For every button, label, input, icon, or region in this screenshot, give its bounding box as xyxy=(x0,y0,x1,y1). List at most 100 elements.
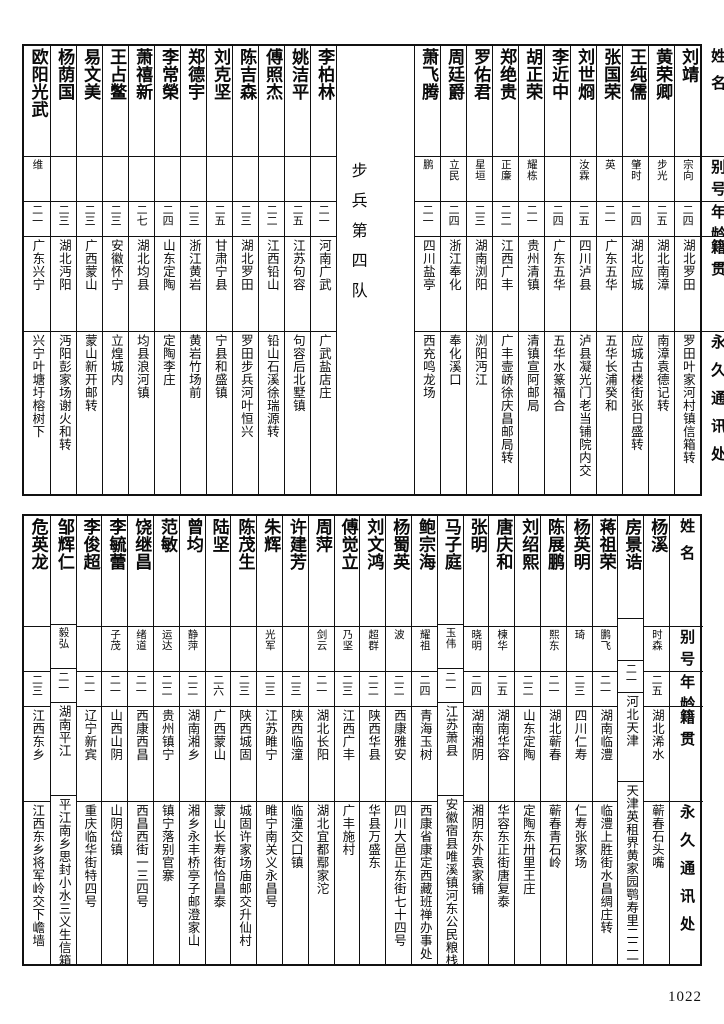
roster-record-column[interactable]: 郑绝贵 正廉 二二 江西广丰 广丰壸峤徐庆昌邮局转 xyxy=(492,46,518,494)
roster-record-column[interactable]: 王占鳖 二三 安徽怀宁 立煌城内 xyxy=(102,46,128,494)
cell-origin: 青海玉树 xyxy=(411,706,437,801)
cell-origin-text: 青海玉树 xyxy=(417,709,433,761)
cell-age: 二一 xyxy=(437,667,463,702)
cell-age: 二四 xyxy=(463,671,489,706)
cell-origin-text: 山东定陶 xyxy=(160,239,176,291)
cell-address-text: 山阴岱镇 xyxy=(108,804,124,856)
cell-address-text: 宁县和盛镇 xyxy=(212,334,228,399)
cell-origin: 甘肃宁县 xyxy=(207,236,232,331)
roster-record-column[interactable]: 蒋祖荣 鹏飞 二一 湖南临澧 临澧上胜街水昌绸庄转 xyxy=(591,516,618,964)
roster-record-column[interactable]: 傅觉立 乃坚 二三 江西广丰 广丰施村 xyxy=(333,516,360,964)
cell-name-text: 房景诰 xyxy=(621,518,642,571)
cell-age: 二二 xyxy=(515,671,540,706)
cell-age: 二一 xyxy=(540,671,566,706)
roster-record-column[interactable]: 饶继昌 绪道 二一 西康西昌 西昌西街一三四号 xyxy=(127,516,153,964)
roster-record-column[interactable]: 曾均 静萍 二二 湖南湘乡 湘乡永丰桥亭子邮澄家山 xyxy=(178,516,205,964)
cell-address: 广丰壸峤徐庆昌邮局转 xyxy=(493,331,518,494)
roster-record-column[interactable]: 鲍宗海 耀祖 二四 青海玉树 西康省康定西藏班禅办事处 xyxy=(410,516,437,964)
cell-age-text: 二二 xyxy=(521,674,535,696)
roster-record-column[interactable]: 王纯儒 肇时 二四 湖北应城 应城古楼街张日盛转 xyxy=(622,46,648,494)
cell-address-text: 城固许家场庙邮交升仙村 xyxy=(237,804,253,947)
roster-record-column[interactable]: 周萍 剑云 二一 湖北长阳 湖北宜都鄢家沱 xyxy=(307,516,334,964)
roster-record-column[interactable]: 朱辉 光军 二三 江苏睢宁 睢宁南关义永昌号 xyxy=(256,516,282,964)
cell-alias: 玉伟 xyxy=(437,623,463,668)
roster-record-column[interactable]: 房景诰 二一 河北天津 天津英租界黄家园鹗寿里二二一号 xyxy=(617,516,644,964)
cell-alias xyxy=(155,156,180,201)
roster-record-column[interactable]: 马子庭 玉伟 二一 江苏萧县 安徽宿县唯溪镇河东公民粮栈 xyxy=(436,516,463,964)
roster-record-column[interactable]: 陆坚 二六 广西蒙山 蒙山长寿街恰昌泰 xyxy=(204,516,231,964)
cell-age: 二二 xyxy=(493,201,518,236)
cell-origin-text: 湖北罗田 xyxy=(238,239,254,291)
roster-record-column[interactable]: 胡正荣 耀栋 二一 贵州清镇 清镇宣阿邮局 xyxy=(518,46,544,494)
cell-age: 二四 xyxy=(411,671,437,706)
cell-age-text: 二一 xyxy=(134,674,148,696)
cell-origin: 江西东乡 xyxy=(24,706,50,801)
roster-record-column[interactable]: 郑德宇 二三 浙江黄岩 黄岩竹场前 xyxy=(180,46,206,494)
cell-origin-text: 浙江黄岩 xyxy=(186,239,202,291)
roster-record-column[interactable]: 邹辉仁 毅弘 二一 湖南平江 平江南乡思封小水三义生信箱 xyxy=(49,516,76,964)
cell-name-text: 范敏 xyxy=(157,518,178,553)
roster-record-column[interactable]: 李近中 二四 广东五华 五华水篆福合 xyxy=(544,46,570,494)
cell-origin-text: 山西山阴 xyxy=(108,709,124,761)
cell-name-text: 王占鳖 xyxy=(106,48,127,101)
roster-record-column[interactable]: 李俊超 二一 辽宁新宾 重庆临华街特四号 xyxy=(75,516,102,964)
cell-name: 陈吉森 xyxy=(233,46,258,156)
cell-name-text: 罗佑君 xyxy=(470,48,491,101)
cell-alias-text: 楝华 xyxy=(496,629,509,651)
header-label-address: 永久通讯处 xyxy=(669,801,703,964)
cell-name-text: 刘绍熙 xyxy=(518,518,539,571)
cell-alias xyxy=(285,156,310,201)
cell-alias-text: 维 xyxy=(31,159,44,170)
header-label-address-text: 永久通讯处 xyxy=(709,334,724,474)
cell-age-text: 二三 xyxy=(30,674,44,696)
cell-name: 傅觉立 xyxy=(335,516,360,626)
roster-record-column[interactable]: 易文美 二三 广西蒙山 蒙山新开邮转 xyxy=(76,46,102,494)
cell-origin-text: 辽宁新宾 xyxy=(82,709,98,761)
roster-record-column[interactable]: 刘克坚 二五 甘肃宁县 宁县和盛镇 xyxy=(206,46,232,494)
cell-alias xyxy=(77,156,102,201)
roster-record-column[interactable]: 张国荣英二一 广东五华 五华长浦癸和 xyxy=(596,46,622,494)
roster-record-column[interactable]: 罗佑君 星垣 二三 湖南浏阳 浏阳沔江 xyxy=(466,46,492,494)
roster-record-column[interactable]: 张明 晓明 二四 湖南湘阴 湘阴东外袁家铺 xyxy=(462,516,489,964)
cell-origin: 江西广丰 xyxy=(334,706,360,801)
cell-origin: 西康西昌 xyxy=(128,706,153,801)
roster-record-column[interactable]: 杨溪 时森 二五 湖北浠水 蕲春石头嘴 xyxy=(643,516,669,964)
roster-record-column[interactable]: 陈展鹏 熙东 二一 湖北蕲春 蕲春青石岭 xyxy=(539,516,566,964)
roster-record-column[interactable]: 刘文鸿 超群 二二 陕西华县 华县万盛东 xyxy=(359,516,386,964)
cell-age: 二四 xyxy=(545,201,570,236)
roster-record-column[interactable]: 刘世烱 汝霖 二五 四川泸县 泸县凝光门老当铺院内交 xyxy=(570,46,596,494)
roster-record-column[interactable]: 周廷爵 立民 二四 浙江奉化 奉化溪口 xyxy=(440,46,466,494)
header-label-name: 姓名 xyxy=(670,516,703,626)
roster-record-column[interactable]: 刘绍熙 二二 山东定陶 定陶东卅里王庄 xyxy=(514,516,540,964)
roster-record-column[interactable]: 姚洁平 二五 江苏句容 句容后北墅镇 xyxy=(284,46,310,494)
roster-record-column[interactable]: 李柏林 二一 河南广武 广武盐店庄 xyxy=(310,46,336,494)
roster-record-column[interactable]: 唐庆和 楝华 二五 湖南华容 华容东正街唐复泰 xyxy=(488,516,515,964)
roster-record-column[interactable]: 许建芳 二三 陕西临潼 临潼交口镇 xyxy=(281,516,308,964)
cell-alias: 星垣 xyxy=(467,156,492,201)
roster-record-column[interactable]: 危英龙 二三 江西东乡 江西东乡将军岭交下嶦墙 xyxy=(24,516,50,964)
cell-name-text: 杨溪 xyxy=(647,518,668,553)
roster-record-column[interactable]: 傅照杰 二二 江西铅山 铅山石溪徐瑞源转 xyxy=(258,46,284,494)
cell-alias: 立民 xyxy=(441,156,466,201)
roster-record-column[interactable]: 杨英明琦二三 四川仁寿 仁寿张家场 xyxy=(565,516,592,964)
roster-record-column[interactable]: 萧禧新 二七 湖北均县 均县浪河镇 xyxy=(128,46,154,494)
roster-record-column[interactable]: 李常榮 二四 山东定陶 定陶李庄 xyxy=(154,46,180,494)
cell-address-text: 湘乡永丰桥亭子邮澄家山 xyxy=(185,804,201,947)
cell-address: 湖北宜都鄢家沱 xyxy=(308,801,334,964)
cell-address-text: 铅山石溪徐瑞源转 xyxy=(264,334,280,438)
roster-record-column[interactable]: 刘靖 宗向 二四 湖北罗田 罗田叶家河村镇信箱转 xyxy=(674,46,700,494)
roster-record-column[interactable]: 陈吉森 二三 湖北罗田 罗田步兵河叶恒兴 xyxy=(232,46,258,494)
roster-record-column[interactable]: 杨荫国 二三 湖北沔阳 沔阳彭家场谢火和转 xyxy=(50,46,76,494)
cell-name-text: 杨英明 xyxy=(569,518,590,571)
roster-record-column[interactable]: 黄荣卿 步光 二五 湖北南漳 南漳袁德记转 xyxy=(648,46,674,494)
roster-record-column[interactable]: 萧飞腾鹏二一 四川盐亭 西充鸣龙场 xyxy=(414,46,440,494)
header-label-alias: 别号 xyxy=(701,156,724,201)
roster-record-column[interactable]: 杨蜀英波二二 西康雅安 四川大邑正东街七十四号 xyxy=(385,516,411,964)
cell-origin-text: 西康西昌 xyxy=(133,709,149,761)
cell-age: 二五 xyxy=(644,671,669,706)
cell-origin-text: 陕西临潼 xyxy=(288,709,304,761)
roster-record-column[interactable]: 李毓蕾 子茂 二一 山西山阴 山阴岱镇 xyxy=(101,516,128,964)
roster-record-column[interactable]: 欧阳光武维二一 广东兴宁 兴宁叶塘圩榕树下 xyxy=(24,46,50,494)
roster-record-column[interactable]: 陈茂生 二三 陕西城固 城固许家场庙邮交升仙村 xyxy=(230,516,257,964)
roster-record-column[interactable]: 范敏 运达 二二 贵州镇宁 镇宁落别官寨 xyxy=(152,516,179,964)
